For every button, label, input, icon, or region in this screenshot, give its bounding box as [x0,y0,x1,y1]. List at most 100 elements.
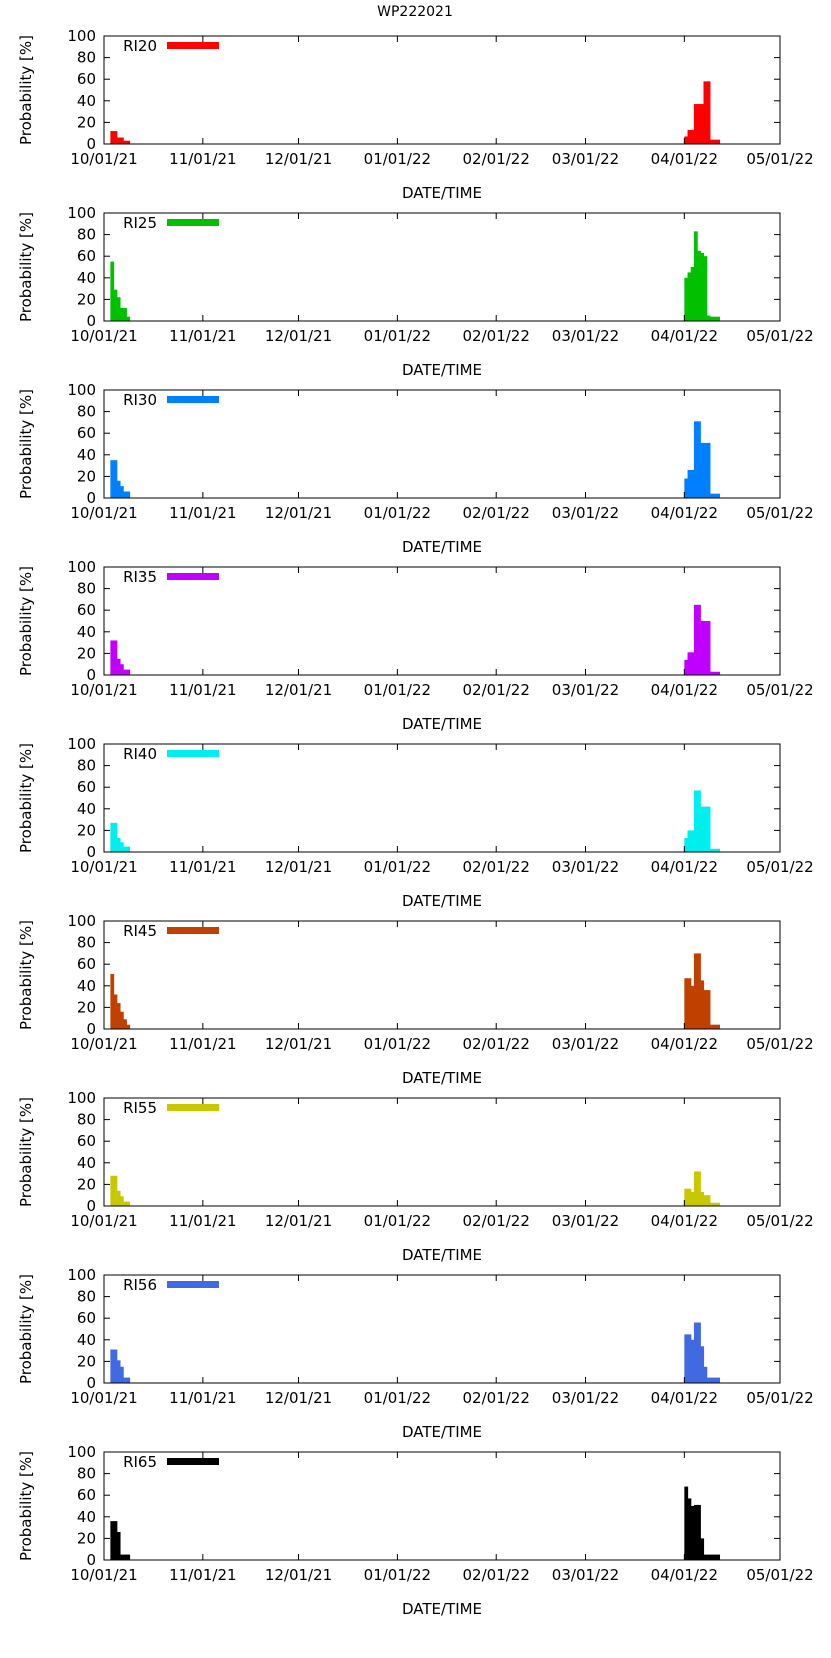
bar [706,806,711,852]
bar [126,669,131,675]
x-tick-label: 04/01/22 [651,327,718,345]
bar [709,1377,714,1383]
bar [697,104,701,144]
x-tick-label: 10/01/21 [70,1035,137,1053]
y-tick-label: 80 [77,1288,96,1306]
bar [706,81,711,144]
legend-label: RI35 [123,568,157,586]
x-tick-label: 05/01/22 [746,150,813,168]
chart-panel-ri40: 0 20 40 60 80 100 10/01/21 11/01/21 12/01/21 01/0… [17,735,814,910]
y-tick-label: 80 [77,1111,96,1129]
y-tick-label: 0 [86,1197,96,1215]
x-axis-label: DATE/TIME [402,715,482,733]
y-tick-label: 60 [77,424,96,442]
x-tick-label: 11/01/21 [169,858,236,876]
plot-frame [103,35,781,145]
bar [110,973,115,1029]
bar [690,469,695,498]
x-tick-label: 02/01/22 [463,1035,530,1053]
chart-panel-ri45: 0 20 40 60 80 100 10/01/21 11/01/21 12/01/21 01/0… [17,912,814,1087]
bar [687,652,692,675]
bar [687,978,692,1029]
bar [110,261,115,321]
bar [709,493,714,498]
plot-frame [103,389,781,499]
x-axis-label: DATE/TIME [402,538,482,556]
x-tick-label: 02/01/22 [463,1566,530,1584]
y-tick-label: 100 [67,204,96,222]
bar [116,137,121,144]
y-tick-label: 20 [77,113,96,131]
y-tick-label: 100 [67,1089,96,1107]
x-tick-label: 04/01/22 [651,1035,718,1053]
bar [700,1191,705,1206]
bar [690,1191,695,1206]
legend-swatch [167,1458,219,1465]
bar [687,129,692,144]
y-tick-label: 100 [67,381,96,399]
bar [123,308,127,321]
bar [119,308,124,321]
bar [700,621,705,675]
x-tick-label: 10/01/21 [70,504,137,522]
y-tick-label: 40 [77,1154,96,1172]
x-tick-label: 11/01/21 [169,1212,236,1230]
bar [700,442,705,498]
bar [716,1202,721,1206]
x-axis-label: DATE/TIME [402,1423,482,1441]
y-tick-label: 100 [67,1266,96,1284]
legend-label: RI45 [123,922,157,940]
y-tick-label: 60 [77,601,96,619]
bar [126,316,131,321]
x-tick-label: 02/01/22 [463,681,530,699]
bar [123,846,127,852]
legend-label: RI30 [123,391,157,409]
bar [700,104,705,144]
x-tick-label: 12/01/21 [265,1389,332,1407]
bar [693,953,698,1029]
x-tick-label: 02/01/22 [463,1212,530,1230]
bar [110,640,115,675]
bar [110,1175,115,1206]
bar [716,139,721,144]
bar [113,994,118,1029]
legend-swatch [167,219,219,226]
x-tick-label: 05/01/22 [746,858,813,876]
x-tick-label: 10/01/21 [70,327,137,345]
bar [119,1366,124,1383]
legend-label: RI65 [123,1453,157,1471]
bar [684,1334,689,1383]
x-axis-label: DATE/TIME [402,184,482,202]
x-tick-label: 01/01/22 [364,1035,431,1053]
bar [709,671,714,675]
bar [703,256,708,321]
y-tick-label: 100 [67,27,96,45]
bar [709,139,714,144]
bar [110,822,115,852]
y-tick-label: 20 [77,1175,96,1193]
y-axis-label: Probability [%] [17,35,35,145]
x-tick-label: 12/01/21 [265,504,332,522]
x-tick-label: 05/01/22 [746,1566,813,1584]
y-tick-label: 20 [77,998,96,1016]
x-tick-label: 12/01/21 [265,1566,332,1584]
bar [690,1339,695,1383]
bar [703,806,708,852]
x-axis-label: DATE/TIME [402,361,482,379]
x-tick-label: 04/01/22 [651,150,718,168]
plot-frame [103,1097,781,1207]
bar [126,491,131,498]
legend-swatch [167,396,219,403]
bar [703,990,708,1029]
bar [123,1201,127,1206]
y-tick-label: 60 [77,1132,96,1150]
plot-frame [103,743,781,853]
bar [684,978,689,1029]
y-axis-label: Probability [%] [17,920,35,1030]
bar [706,621,711,675]
legend-swatch [167,573,219,580]
bar [709,1024,714,1029]
bar [113,131,118,144]
chart-panel-ri20: 0 20 40 60 80 100 10/01/21 11/01/21 12/01/21 01/0… [17,27,814,202]
x-tick-label: 04/01/22 [651,858,718,876]
